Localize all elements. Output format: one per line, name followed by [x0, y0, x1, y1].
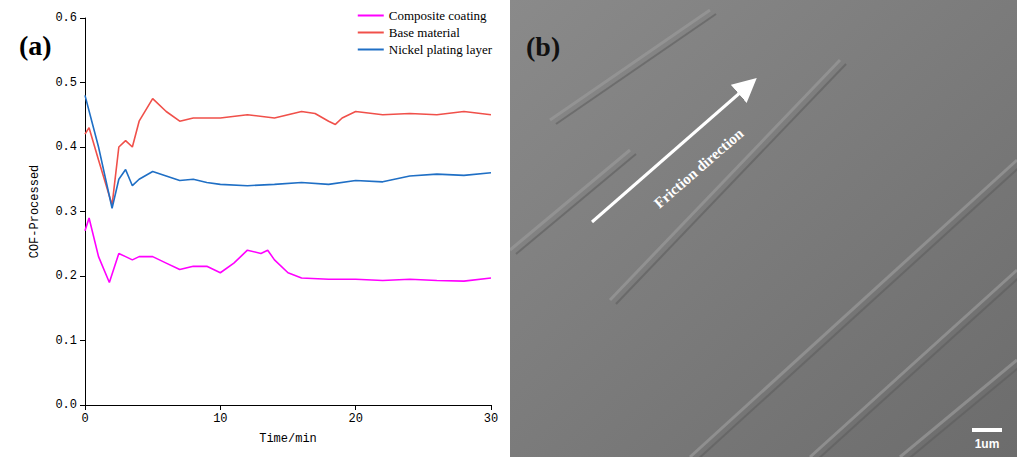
svg-text:1um: 1um — [975, 437, 1000, 451]
svg-text:0.5: 0.5 — [55, 76, 77, 90]
svg-text:0.0: 0.0 — [55, 398, 77, 412]
svg-text:Friction direction: Friction direction — [651, 125, 747, 211]
svg-text:Nickel plating layer: Nickel plating layer — [389, 42, 493, 57]
svg-text:0.1: 0.1 — [55, 334, 77, 348]
svg-text:COF-Processed: COF-Processed — [28, 165, 42, 259]
svg-text:30: 30 — [484, 412, 498, 426]
svg-text:0.2: 0.2 — [55, 269, 77, 283]
svg-text:0.3: 0.3 — [55, 205, 77, 219]
svg-text:Base material: Base material — [389, 25, 460, 40]
svg-text:(b): (b) — [526, 31, 560, 62]
svg-text:(a): (a) — [19, 30, 52, 61]
svg-text:10: 10 — [213, 412, 227, 426]
svg-text:Time/min: Time/min — [259, 432, 317, 446]
svg-text:20: 20 — [348, 412, 362, 426]
svg-text:0: 0 — [81, 412, 88, 426]
svg-text:0.4: 0.4 — [55, 140, 77, 154]
svg-text:Composite coating: Composite coating — [389, 8, 487, 23]
svg-text:0.6: 0.6 — [55, 11, 77, 25]
